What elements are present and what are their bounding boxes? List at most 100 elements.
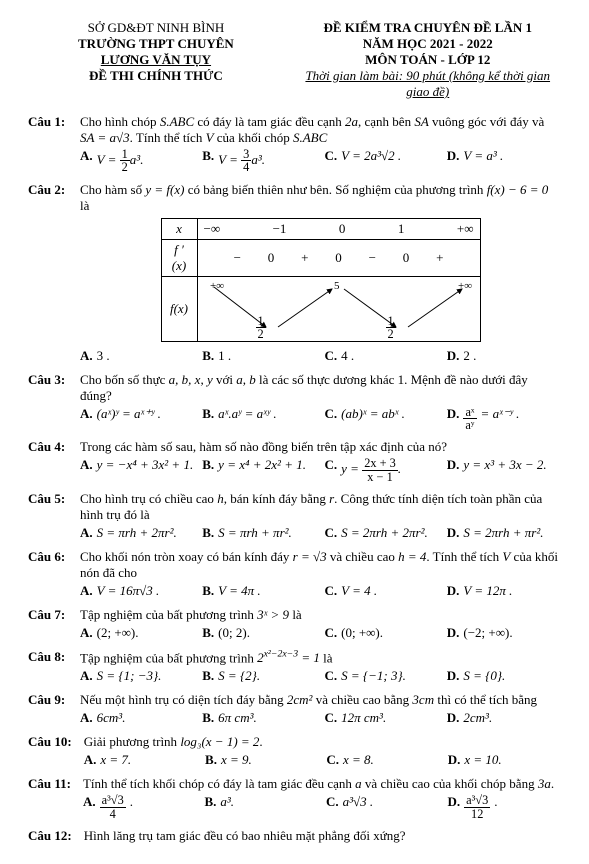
q6-heq: h = 4: [398, 549, 426, 564]
q3-C: C.: [325, 406, 338, 432]
vt-s3: +: [301, 250, 308, 266]
question-1: Câu 1: Cho hình chóp S.ABC có đáy là tam…: [28, 114, 561, 174]
time: Thời gian làm bài: 90 phút (không kể thờ…: [295, 68, 562, 100]
question-3: Câu 3: Cho bốn số thực a, b, x, y với a,…: [28, 372, 561, 432]
school2: LƯƠNG VĂN TỤY: [28, 52, 284, 68]
q9-a2: 3cm: [412, 692, 434, 707]
q12-label: Câu 12:: [28, 828, 72, 844]
q5-optA: S = πrh + 2πr².: [97, 525, 177, 541]
q3-optB: aˣ.aʸ = aˣʸ .: [218, 406, 277, 432]
q1-sabc2: S.ABC: [293, 130, 327, 145]
q1-t5: . Tính thể tích: [130, 130, 206, 145]
q9-t1: Nếu một hình trụ có diện tích đáy bằng: [80, 692, 287, 707]
q5-optC: S = 2πrh + 2πr².: [341, 525, 428, 541]
question-12: Câu 12: Hình lăng trụ tam giác đều có ba…: [28, 828, 561, 844]
q5-B: B.: [202, 525, 214, 541]
question-7: Câu 7: Tập nghiệm của bất phương trình 3…: [28, 607, 561, 641]
vt-fpx: f ′(x): [172, 242, 186, 273]
q1-saeq: SA = a√3: [80, 130, 130, 145]
q3-ab: a, b: [236, 372, 256, 387]
q6-D: D.: [447, 583, 460, 599]
q11-t1: Tính thể tích khối chóp có đáy là tam gi…: [83, 776, 355, 791]
q9-A: A.: [80, 710, 93, 726]
q8-optD: S = {0}.: [463, 668, 505, 684]
q6-optC: V = 4 .: [341, 583, 377, 599]
q10-t: Giải phương trình: [84, 734, 181, 749]
q7-B: B.: [202, 625, 214, 641]
q11-optC: a³√3 .: [343, 794, 374, 820]
q5-C: C.: [325, 525, 338, 541]
q8-C: C.: [325, 668, 338, 684]
header-left: SỞ GD&ĐT NINH BÌNH TRƯỜNG THPT CHUYÊN LƯ…: [28, 20, 284, 100]
q1-t1: Cho hình chóp: [80, 114, 160, 129]
vt-x: x: [176, 221, 182, 236]
q4-B: B.: [202, 457, 214, 483]
q1-sa: SA: [414, 114, 428, 129]
vt-fx: f(x): [170, 301, 188, 316]
q8-optB: S = {2}.: [218, 668, 260, 684]
q2-eq: f(x) − 6 = 0: [487, 182, 549, 197]
exam-header: SỞ GD&ĐT NINH BÌNH TRƯỜNG THPT CHUYÊN LƯ…: [28, 20, 561, 100]
q7-la: là: [289, 607, 302, 622]
q1-2a: 2a: [345, 114, 358, 129]
q1-t2: có đáy là tam giác đều cạnh: [194, 114, 345, 129]
q6-C: C.: [325, 583, 338, 599]
q7-A: A.: [80, 625, 93, 641]
q8-label: Câu 8:: [28, 649, 68, 684]
q5-D: D.: [447, 525, 460, 541]
header-right: ĐỀ KIỂM TRA CHUYÊN ĐỀ LẦN 1 NĂM HỌC 2021…: [295, 20, 562, 100]
q12-t: Hình lăng trụ tam giác đều có bao nhiêu …: [84, 828, 406, 843]
q8-optA: S = {1; −3}.: [97, 668, 162, 684]
q4-optA: y = −x⁴ + 3x² + 1.: [97, 457, 194, 483]
q8-A: A.: [80, 668, 93, 684]
q6-req: r = √3: [293, 549, 327, 564]
q5-t1: Cho hình trụ có chiều cao: [80, 491, 217, 506]
official: ĐỀ THI CHÍNH THỨC: [28, 68, 284, 84]
q7-t: Tập nghiệm của bất phương trình: [80, 607, 257, 622]
q11-A: A.: [83, 794, 96, 820]
q9-optA: 6cm³.: [97, 710, 126, 726]
q4-optB: y = x⁴ + 2x² + 1.: [218, 457, 306, 483]
q9-t2: và chiều cao bằng: [312, 692, 412, 707]
q11-B: B.: [204, 794, 216, 820]
svg-text:5: 5: [334, 280, 340, 292]
q2-optA: 3 .: [97, 348, 110, 364]
q1-B: B.: [202, 148, 214, 174]
q1-optD: V = a³ .: [463, 148, 503, 174]
q4-optC-pre: y =: [341, 461, 362, 476]
vt-s6: 0: [403, 250, 410, 266]
q2-C: C.: [325, 348, 338, 364]
question-4: Câu 4: Trong các hàm số sau, hàm số nào …: [28, 439, 561, 483]
q10-label: Câu 10:: [28, 734, 72, 768]
vt-minf: −∞: [204, 221, 221, 237]
q10-optA: x = 7.: [100, 752, 131, 768]
subject: MÔN TOÁN - LỚP 12: [295, 52, 562, 68]
vt-m1: −1: [273, 221, 287, 237]
vt-s7: +: [436, 250, 443, 266]
q7-optA: (2; +∞).: [97, 625, 139, 641]
school: TRƯỜNG THPT CHUYÊN: [28, 36, 284, 52]
q10-B: B.: [205, 752, 217, 768]
q5-optB: S = πrh + πr².: [218, 525, 292, 541]
q1-optA-pre: V =: [97, 152, 120, 167]
q10-D: D.: [448, 752, 461, 768]
question-5: Câu 5: Cho hình trụ có chiều cao h, bán …: [28, 491, 561, 541]
q5-optD: S = 2πrh + πr².: [463, 525, 543, 541]
q3-optD-p: = aˣ⁻ʸ .: [481, 406, 520, 432]
q8-D: D.: [447, 668, 460, 684]
q7-optB: (0; 2).: [218, 625, 250, 641]
q10-C: C.: [326, 752, 339, 768]
q5-label: Câu 5:: [28, 491, 68, 541]
q4-D: D.: [447, 457, 460, 483]
q3-optA: (aˣ)ʸ = aˣ⁺ʸ .: [97, 406, 161, 432]
q10-A: A.: [84, 752, 97, 768]
vt-half-n2: 1: [386, 315, 396, 328]
q11-3a: 3a: [538, 776, 551, 791]
q4-optD: y = x³ + 3x − 2.: [463, 457, 546, 483]
q4-optC-post: .: [398, 461, 401, 476]
vt-half-d2: 2: [386, 328, 396, 340]
q9-optD: 2cm³.: [463, 710, 492, 726]
q11-optA-p: .: [130, 794, 133, 820]
q1-sabc: S.ABC: [160, 114, 194, 129]
q2-t2: có bảng biến thiên như bên. Số nghiệm củ…: [184, 182, 486, 197]
